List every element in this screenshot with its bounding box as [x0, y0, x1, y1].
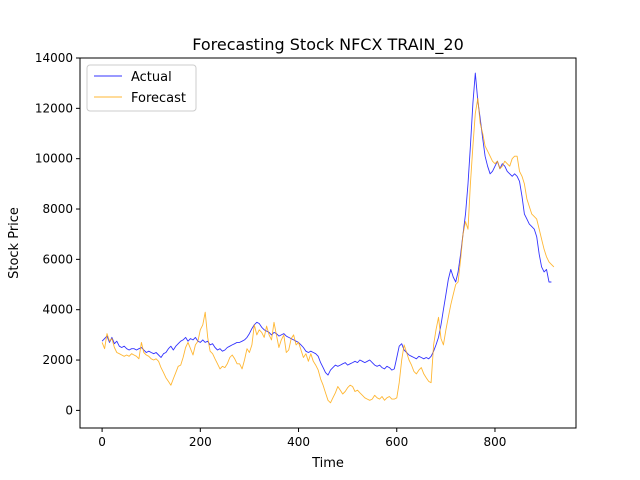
series-lines [101, 72, 555, 404]
x-tick-label: 600 [385, 435, 408, 449]
y-tick-label: 2000 [42, 353, 73, 367]
axis-ticks: 0 200 400 600 800020004000600080001000012000… [35, 51, 507, 449]
series-line-forecast [101, 97, 555, 404]
legend-label-forecast: Forecast [131, 91, 186, 106]
legend: Actual Forecast [86, 64, 197, 112]
plot-frame [79, 57, 577, 429]
y-tick-label: 14000 [35, 51, 73, 65]
legend-label-actual: Actual [131, 70, 172, 85]
series-line-actual [101, 72, 552, 376]
y-tick-label: 0 [65, 403, 73, 417]
x-tick-label: 200 [189, 435, 212, 449]
y-tick-label: 4000 [42, 303, 73, 317]
x-tick-label: 800 [484, 435, 507, 449]
y-tick-label: 8000 [42, 202, 73, 216]
x-tick-label: 0 [98, 435, 106, 449]
x-axis-label: Time [311, 456, 344, 471]
y-tick-label: 10000 [35, 152, 73, 166]
chart-title: Forecasting Stock NFCX TRAIN_20 [192, 35, 464, 55]
y-tick-label: 6000 [42, 252, 73, 266]
y-tick-label: 12000 [35, 101, 73, 115]
x-tick-label: 400 [287, 435, 310, 449]
y-axis-label: Stock Price [7, 207, 22, 279]
